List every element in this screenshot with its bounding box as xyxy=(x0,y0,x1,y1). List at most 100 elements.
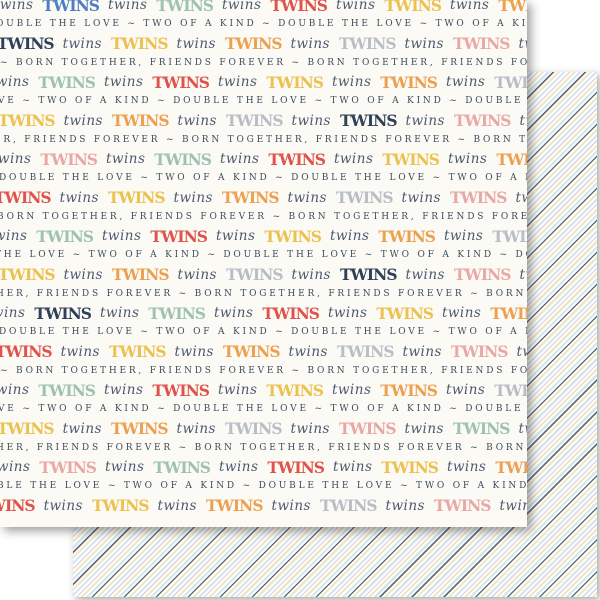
twins-script-word: twins xyxy=(60,343,100,360)
twins-script-word: twins xyxy=(99,305,140,321)
twins-script-word: twins xyxy=(103,74,144,90)
twins-slab-word: TWINS xyxy=(270,0,328,15)
twins-word-row: TWINS twins TWINS twins TWINS twins TWINS twins… xyxy=(0,263,527,287)
twins-script-word: twins xyxy=(290,420,330,437)
twins-script-word: twins xyxy=(441,305,482,321)
twins-word-row: TWINS twins TWINS twins TWINS twins TWINS twins… xyxy=(0,417,527,441)
twins-slab-word: TWINS xyxy=(495,457,527,477)
twins-slab-word: TWINS xyxy=(336,342,395,361)
twins-slab-word: TWINS xyxy=(156,0,214,15)
twins-word-row: twins TWINS twins TWINS twins TWINS twins TWINS… xyxy=(0,147,527,171)
twins-script-word: twins xyxy=(516,343,528,360)
twins-script-word: twins xyxy=(218,459,259,475)
twins-script-word: twins xyxy=(215,228,256,244)
twins-script-word: twins xyxy=(335,0,376,13)
twins-slab-word: TWINS xyxy=(338,419,397,438)
twins-slab-word: TWINS xyxy=(205,496,264,515)
twins-word-row: twins TWINS twins TWINS twins TWINS twins TWINS… xyxy=(0,301,527,325)
twins-script-word: twins xyxy=(103,382,144,398)
twins-script-word: twins xyxy=(405,112,445,129)
twins-script-word: twins xyxy=(62,35,102,52)
twins-slab-word: TWINS xyxy=(449,188,508,207)
twins-slab-word: TWINS xyxy=(264,226,322,246)
twins-script-word: twins xyxy=(329,228,370,244)
twins-script-word: twins xyxy=(404,420,444,437)
twins-script-word: twins xyxy=(518,420,528,437)
twins-script-word: twins xyxy=(446,459,487,475)
twins-script-word: twins xyxy=(104,459,145,475)
twins-script-word: twins xyxy=(0,151,32,167)
twins-slab-word: TWINS xyxy=(267,457,325,477)
twins-slab-word: TWINS xyxy=(380,380,438,400)
twins-script-word: twins xyxy=(62,420,102,437)
twins-slab-word: TWINS xyxy=(224,419,283,438)
twins-script-word: twins xyxy=(0,228,28,244)
twins-script-word: twins xyxy=(331,382,372,398)
twins-script-word: twins xyxy=(333,151,374,167)
twins-script-word: twins xyxy=(445,382,486,398)
twins-slab-word: TWINS xyxy=(378,226,436,246)
twins-slab-word: TWINS xyxy=(153,457,211,477)
twins-slab-word: TWINS xyxy=(108,342,167,361)
twins-word-row: twins TWINS twins TWINS twins TWINS twins TWINS… xyxy=(0,378,527,402)
twins-script-word: twins xyxy=(176,420,216,437)
twins-slab-word: TWINS xyxy=(266,72,324,92)
twins-word-row: twins TWINS twins TWINS twins TWINS twins TWINS… xyxy=(0,224,527,248)
phrase-row: DOUBLE THE LOVE ~ TWO OF A KIND ~ DOUBLE… xyxy=(0,173,527,183)
twins-script-word: twins xyxy=(327,305,368,321)
twins-script-word: twins xyxy=(101,228,142,244)
twins-slab-word: TWINS xyxy=(494,380,527,400)
twins-slab-word: TWINS xyxy=(42,0,100,15)
twins-word-row: twins TWINS twins TWINS twins TWINS twins TWINS… xyxy=(0,455,527,479)
twins-slab-word: TWINS xyxy=(0,342,53,361)
twins-slab-word: TWINS xyxy=(453,265,512,284)
twins-slab-word: TWINS xyxy=(452,419,511,438)
twins-word-row: TWINS twins TWINS twins TWINS twins TWINS twins… xyxy=(0,494,527,518)
twins-script-word: twins xyxy=(177,112,217,129)
twins-slab-word: TWINS xyxy=(490,303,527,323)
phrase-row: ~ BORN TOGETHER, FRIENDS FOREVER ~ BORN … xyxy=(0,365,527,376)
twins-slab-word: TWINS xyxy=(266,380,324,400)
twins-script-word: twins xyxy=(107,0,148,13)
twins-script-word: twins xyxy=(519,112,528,129)
twins-script-word: twins xyxy=(217,382,258,398)
twins-slab-word: TWINS xyxy=(111,265,170,284)
twins-slab-word: TWINS xyxy=(34,303,92,323)
twins-word-row: TWINS twins TWINS twins TWINS twins TWINS twins… xyxy=(0,186,527,210)
twins-slab-word: TWINS xyxy=(381,457,439,477)
phrase-row: HER, FRIENDS FOREVER ~ BORN TOGETHER, FR… xyxy=(0,288,527,299)
twins-slab-word: TWINS xyxy=(339,265,398,284)
twins-pattern-front-sheet: twinsTWINStwinsTWINStwinsTWINStwinsTWINS… xyxy=(0,0,528,518)
twins-script-word: twins xyxy=(331,74,372,90)
twins-slab-word: TWINS xyxy=(0,265,56,284)
twins-slab-word: TWINS xyxy=(91,496,150,515)
twins-slab-word: TWINS xyxy=(38,380,96,400)
twins-script-word: twins xyxy=(404,35,444,52)
twins-slab-word: TWINS xyxy=(0,188,52,207)
twins-slab-word: TWINS xyxy=(338,34,397,53)
twins-slab-word: TWINS xyxy=(498,0,527,15)
phrase-row: BORN TOGETHER, FRIENDS FOREVER ~ BORN TO… xyxy=(0,211,527,222)
twins-slab-word: TWINS xyxy=(110,419,169,438)
twins-script-word: twins xyxy=(217,74,258,90)
phrase-row: VE ~ TWO OF A KIND ~ DOUBLE THE LOVE ~ T… xyxy=(0,404,527,414)
twins-script-word: twins xyxy=(157,497,197,514)
phrase-row: OUBLE THE LOVE ~ TWO OF A KIND ~ DOUBLE … xyxy=(0,19,527,29)
twins-word-row: twins TWINS twins TWINS twins TWINS twins TWINS… xyxy=(0,0,527,17)
twins-slab-word: TWINS xyxy=(494,72,527,92)
twins-script-word: twins xyxy=(291,266,331,283)
twins-slab-word: TWINS xyxy=(152,380,210,400)
twins-script-word: twins xyxy=(518,35,528,52)
twins-slab-word: TWINS xyxy=(450,342,509,361)
twins-slab-word: TWINS xyxy=(225,111,284,130)
twins-slab-word: TWINS xyxy=(433,496,492,515)
twins-script-word: twins xyxy=(176,35,216,52)
twins-script-word: twins xyxy=(213,305,254,321)
twins-script-word: twins xyxy=(271,497,311,514)
twins-slab-word: TWINS xyxy=(222,342,281,361)
twins-slab-word: TWINS xyxy=(380,72,438,92)
twins-script-word: twins xyxy=(221,0,262,13)
twins-script-word: twins xyxy=(287,189,327,206)
twins-script-word: twins xyxy=(59,189,99,206)
twins-script-word: twins xyxy=(447,151,488,167)
